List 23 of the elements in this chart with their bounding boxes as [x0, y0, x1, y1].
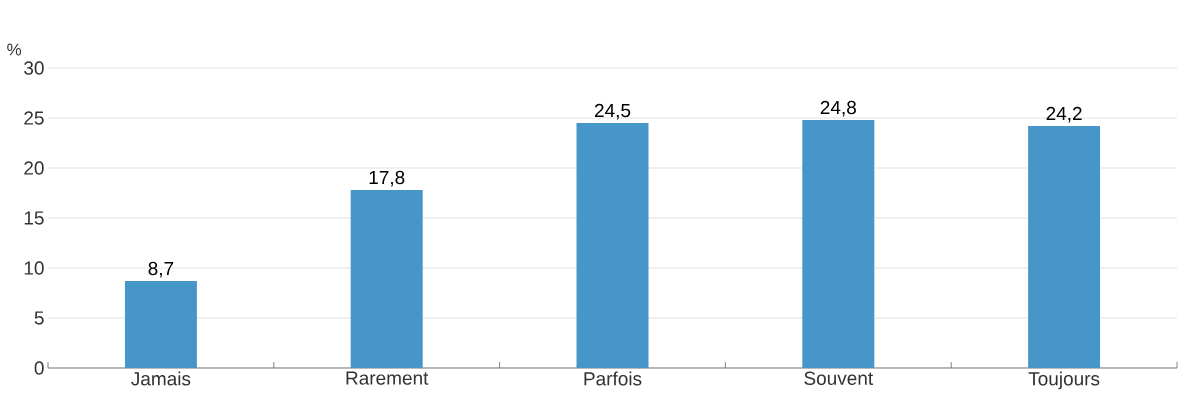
x-tick-label: Rarement	[346, 371, 429, 385]
y-tick-label: 5	[34, 311, 44, 325]
x-tick-label: Parfois	[584, 371, 642, 386]
bar	[1028, 126, 1101, 368]
data-label: 24,5	[594, 103, 631, 120]
y-tick-label: 10	[24, 261, 44, 275]
data-label: 17,8	[369, 170, 405, 187]
x-tick-label: Toujours	[1028, 371, 1100, 390]
y-axis-title: %	[7, 43, 22, 56]
bar	[350, 190, 423, 368]
data-label: 24,8	[820, 100, 856, 117]
bar	[802, 120, 875, 368]
y-tick-label: 30	[24, 61, 44, 75]
y-tick-label: 25	[24, 111, 44, 125]
bar	[124, 281, 197, 368]
y-tick-label: 15	[24, 211, 44, 225]
data-label: 24,2	[1046, 106, 1082, 123]
data-label: 8,7	[148, 261, 174, 278]
y-tick-label: 20	[24, 161, 44, 175]
x-tick-label: Souvent	[804, 371, 874, 385]
bar	[576, 123, 649, 368]
x-tick-label: Jamais	[131, 371, 191, 386]
y-tick-label: 0	[34, 361, 44, 375]
